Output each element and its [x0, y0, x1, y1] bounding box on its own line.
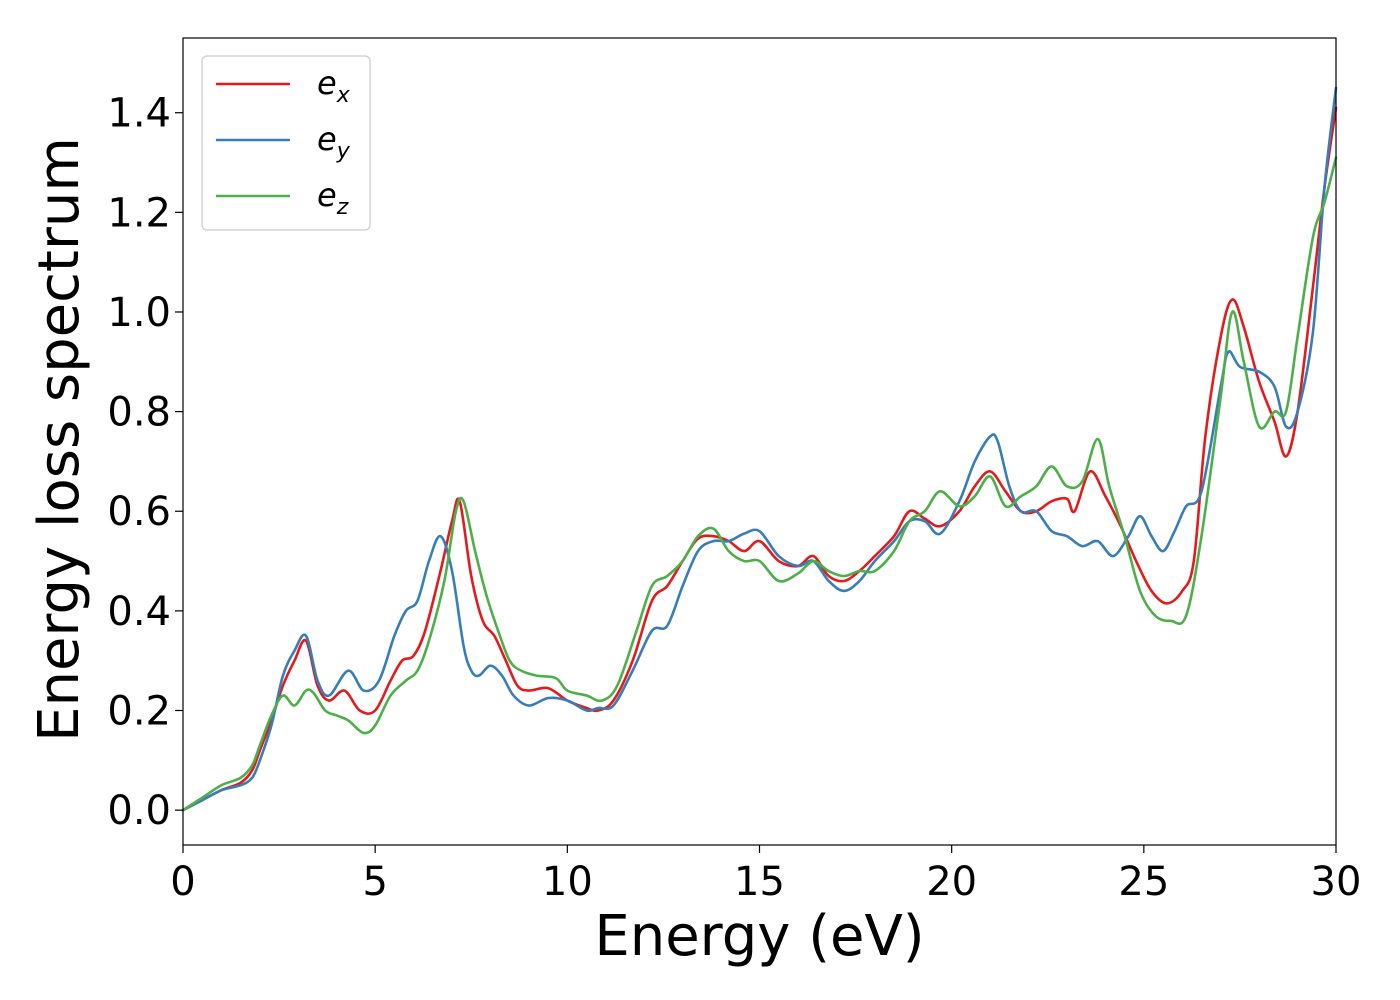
y-tick-label: 1.2	[107, 190, 171, 236]
y-tick-label: 0.6	[107, 489, 171, 535]
y-tick-label: 1.4	[107, 91, 171, 137]
y-axis-ticks: 0.0 0.2 0.4 0.6 0.8 1.0 1.2 1.4	[107, 91, 183, 834]
y-tick-label: 0.8	[107, 390, 171, 436]
legend-label-base: e	[317, 120, 337, 158]
series-line-e-y	[181, 86, 1338, 812]
y-tick-label: 0.2	[107, 689, 171, 735]
plot-lines	[181, 86, 1338, 812]
series-line-e-z	[181, 156, 1338, 812]
x-tick-label: 20	[926, 859, 977, 905]
x-tick-label: 15	[734, 859, 785, 905]
legend-label-base: e	[317, 64, 337, 102]
x-tick-label: 5	[362, 859, 387, 905]
series-line-e-x	[181, 106, 1338, 812]
x-tick-label: 10	[542, 859, 593, 905]
legend-label: ey	[317, 120, 351, 164]
legend-label-subscript: z	[336, 195, 349, 220]
y-axis-title: Energy loss spectrum	[27, 137, 92, 742]
x-tick-label: 30	[1311, 859, 1362, 905]
y-tick-label: 0.4	[107, 589, 171, 635]
x-axis-title: Energy (eV)	[594, 904, 924, 969]
legend-label: ex	[317, 64, 351, 108]
y-tick-label: 0.0	[107, 788, 171, 834]
x-axis-ticks: 0 5 10 15 20 25 30	[170, 845, 1361, 905]
x-tick-label: 25	[1118, 859, 1169, 905]
legend-box	[201, 55, 371, 231]
legend-label-base: e	[317, 176, 337, 214]
legend-label-subscript: x	[336, 83, 351, 108]
x-tick-label: 0	[170, 859, 195, 905]
y-tick-label: 1.0	[107, 290, 171, 336]
legend-label: ez	[317, 176, 349, 220]
legend-label-subscript: y	[336, 139, 351, 164]
